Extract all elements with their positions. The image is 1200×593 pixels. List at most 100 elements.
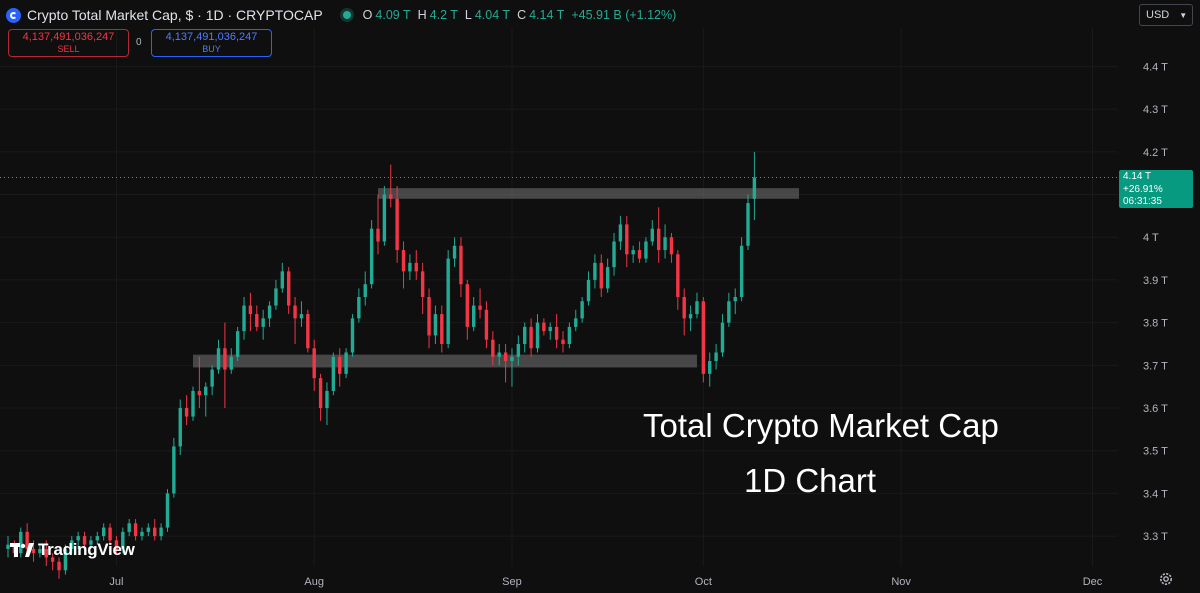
currency-select[interactable]: USD ▼	[1139, 4, 1193, 26]
candle	[82, 531, 87, 549]
candle	[535, 314, 540, 353]
candle-body	[389, 194, 393, 199]
candle-body	[752, 177, 757, 199]
x-tick-label: Aug	[304, 576, 324, 588]
candle	[433, 305, 438, 344]
candle	[286, 267, 291, 315]
candle-body	[299, 314, 304, 319]
candle-body	[184, 408, 189, 417]
candle-body	[637, 250, 642, 259]
candle	[523, 322, 527, 353]
candle	[497, 343, 501, 366]
candle-body	[70, 540, 74, 549]
candle-body	[286, 271, 291, 306]
candle-body	[19, 531, 23, 554]
candle-body	[121, 531, 125, 549]
low-label: L	[464, 8, 472, 22]
candle-body	[133, 523, 138, 537]
candle-body	[172, 446, 176, 494]
sell-button[interactable]: 4,137,491,036,247 SELL	[8, 29, 129, 57]
candle-body	[25, 531, 29, 549]
candles	[6, 151, 757, 579]
candle-body	[535, 322, 540, 349]
candle-body	[695, 301, 699, 315]
candle	[114, 536, 119, 554]
candle	[127, 519, 131, 537]
candle-body	[216, 348, 221, 370]
y-tick-label: 3.5 T	[1143, 446, 1168, 458]
candle	[331, 352, 336, 396]
high-label: H	[417, 8, 427, 22]
candle	[376, 194, 380, 255]
last-price-value: 4.14 T	[1123, 171, 1152, 182]
candle-body	[465, 284, 470, 327]
chevron-down-icon: ▼	[1179, 10, 1188, 20]
candle	[235, 326, 240, 362]
tradingview-logo-icon	[10, 543, 34, 557]
candle-body	[57, 561, 61, 571]
candle-body	[491, 339, 495, 357]
candle	[503, 343, 508, 383]
candle-body	[605, 267, 610, 289]
candle-body	[446, 258, 450, 344]
candle	[318, 373, 323, 421]
candle-body	[242, 305, 246, 332]
candle	[229, 348, 233, 374]
candle	[172, 437, 176, 498]
candle-body	[739, 245, 744, 297]
candle	[216, 339, 221, 374]
candle	[650, 220, 655, 246]
chart-grid	[0, 28, 1118, 566]
settings-gear-icon[interactable]	[1158, 571, 1174, 587]
buy-button[interactable]: 4,137,491,036,247 BUY	[151, 29, 272, 57]
candle-body	[516, 343, 521, 357]
candle-body	[363, 284, 367, 297]
candle-body	[344, 352, 348, 374]
candle-body	[76, 536, 80, 541]
candle-body	[599, 262, 603, 289]
candle	[414, 250, 418, 280]
buy-price: 4,137,491,036,247	[165, 31, 258, 43]
candle-body	[325, 390, 329, 409]
candle-body	[101, 527, 106, 537]
candle	[344, 348, 348, 379]
candle-body	[280, 271, 285, 289]
candle	[210, 365, 214, 396]
candle	[599, 254, 603, 297]
candle-body	[433, 314, 438, 336]
candle	[350, 314, 355, 357]
candle	[44, 540, 48, 566]
candle	[465, 279, 470, 340]
symbol-title[interactable]: Crypto Total Market Cap, $ · 1D · CRYPTO…	[27, 7, 323, 23]
candle-body	[580, 301, 584, 319]
candle-body	[95, 536, 100, 541]
candle	[516, 335, 521, 366]
candle-body	[427, 297, 431, 336]
candle-body	[306, 314, 310, 349]
candle	[580, 297, 584, 323]
candle-body	[669, 237, 674, 255]
candle	[605, 258, 610, 293]
candle	[63, 544, 68, 575]
candle	[363, 271, 367, 306]
candle-body	[108, 527, 112, 541]
candle-body	[350, 318, 355, 353]
candle-body	[235, 331, 240, 357]
candle	[242, 297, 246, 340]
candle	[261, 309, 265, 340]
candle	[631, 245, 635, 263]
candle	[382, 185, 387, 246]
candle-body	[223, 348, 227, 370]
tradingview-logo[interactable]: TradingView	[10, 540, 135, 560]
candle-body	[567, 326, 572, 344]
y-tick-label: 3.8 T	[1143, 318, 1168, 330]
candle-body	[382, 194, 387, 242]
candle-body	[471, 305, 476, 327]
candle-body	[612, 241, 616, 268]
candle	[165, 489, 170, 532]
candle	[57, 557, 61, 579]
sell-label: SELL	[57, 44, 80, 54]
candle-body	[178, 408, 182, 447]
candle-body	[708, 361, 712, 374]
